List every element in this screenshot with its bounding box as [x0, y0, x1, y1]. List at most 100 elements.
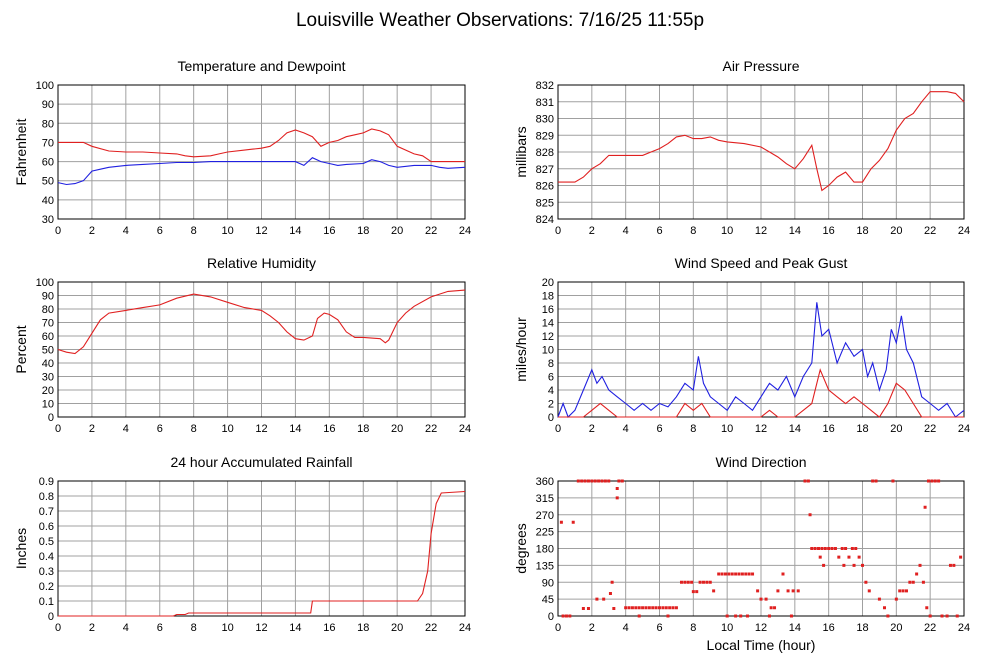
x-tick-label: 16 — [323, 225, 335, 237]
y-tick-label: 50 — [42, 345, 54, 357]
scatter-point — [786, 589, 790, 593]
y-tick-label: 20 — [542, 277, 554, 289]
x-tick-label: 8 — [191, 225, 197, 237]
scatter-point — [952, 563, 956, 567]
x-tick-label: 22 — [425, 225, 437, 237]
scatter-point — [747, 572, 751, 576]
x-tick-label: 6 — [656, 622, 662, 634]
x-tick-label: 24 — [459, 622, 471, 634]
x-tick-label: 0 — [555, 225, 561, 237]
scatter-point — [610, 580, 614, 584]
scatter-point — [624, 606, 628, 610]
x-tick-label: 6 — [656, 423, 662, 435]
y-tick-label: 70 — [42, 137, 54, 149]
scatter-point — [925, 606, 929, 610]
x-tick-label: 2 — [589, 423, 595, 435]
series-line-1 — [558, 368, 964, 418]
y-axis-label: degrees — [513, 523, 529, 574]
scatter-point — [679, 580, 683, 584]
x-tick-label: 16 — [823, 423, 835, 435]
scatter-point — [568, 614, 572, 618]
x-tick-label: 12 — [255, 225, 267, 237]
scatter-point — [600, 479, 604, 483]
scatter-point — [937, 479, 941, 483]
scatter-point — [861, 563, 864, 567]
y-tick-label: 315 — [536, 493, 554, 505]
scatter-point — [559, 520, 563, 524]
scatter-point — [781, 572, 785, 576]
x-tick-label: 14 — [289, 225, 301, 237]
y-tick-label: 360 — [536, 476, 554, 488]
scatter-point — [740, 572, 744, 576]
scatter-point — [830, 547, 834, 550]
scatter-point — [877, 597, 881, 601]
scatter-point — [940, 614, 944, 618]
x-tick-label: 4 — [123, 225, 129, 237]
scatter-point — [581, 607, 585, 610]
scatter-point — [690, 580, 694, 584]
scatter-point — [874, 479, 878, 483]
x-tick-label: 16 — [823, 622, 835, 634]
scatter-point — [608, 592, 612, 595]
scatter-point — [597, 479, 601, 483]
scatter-point — [586, 479, 590, 483]
scatter-point — [561, 614, 565, 618]
x-tick-label: 20 — [391, 225, 403, 237]
scatter-point — [817, 547, 821, 550]
scatter-point — [595, 597, 599, 601]
scatter-point — [840, 547, 844, 550]
y-tick-label: 0.3 — [39, 566, 54, 578]
scatter-point — [894, 597, 898, 601]
scatter-point — [668, 606, 672, 610]
y-tick-label: 4 — [548, 385, 554, 397]
scatter-point — [959, 555, 963, 559]
scatter-point — [637, 606, 641, 610]
x-tick-label: 16 — [823, 225, 835, 237]
x-tick-label: 8 — [690, 423, 696, 435]
y-axis-label: millibars — [513, 126, 529, 177]
scatter-point — [842, 563, 846, 567]
y-tick-label: 12 — [542, 331, 554, 343]
x-tick-label: 4 — [123, 423, 129, 435]
x-tick-label: 4 — [623, 225, 629, 237]
y-tick-label: 60 — [42, 157, 54, 169]
y-tick-label: 16 — [542, 304, 554, 316]
x-tick-label: 14 — [289, 622, 301, 634]
scatter-point — [908, 580, 912, 584]
scatter-point — [837, 555, 841, 559]
y-tick-label: 829 — [536, 130, 554, 142]
scatter-point — [615, 487, 619, 490]
y-tick-label: 60 — [42, 331, 54, 343]
scatter-point — [918, 563, 922, 567]
scatter-point — [708, 580, 712, 584]
x-tick-label: 12 — [755, 423, 767, 435]
y-tick-label: 0.2 — [39, 581, 54, 593]
scatter-point — [945, 614, 949, 618]
x-tick-label: 0 — [555, 622, 561, 634]
y-tick-label: 80 — [42, 304, 54, 316]
y-tick-label: 0.4 — [39, 551, 54, 563]
x-tick-label: 6 — [157, 225, 163, 237]
scatter-point — [915, 572, 919, 576]
x-tick-label: 0 — [55, 622, 61, 634]
scatter-point — [712, 589, 716, 593]
scatter-point — [810, 547, 814, 550]
scatter-point — [847, 555, 851, 559]
x-tick-label: 20 — [391, 423, 403, 435]
scatter-point — [590, 479, 594, 483]
y-tick-label: 40 — [42, 358, 54, 370]
x-tick-label: 14 — [789, 423, 801, 435]
x-tick-label: 20 — [890, 622, 902, 634]
y-tick-label: 90 — [42, 99, 54, 111]
y-tick-label: 827 — [536, 164, 554, 176]
x-tick-label: 4 — [623, 622, 629, 634]
scatter-point — [867, 589, 871, 593]
scatter-point — [823, 547, 827, 550]
y-tick-label: 830 — [536, 114, 554, 126]
scatter-point — [630, 606, 634, 610]
scatter-point — [607, 479, 611, 483]
scatter-point — [769, 606, 773, 610]
scatter-point — [854, 547, 858, 550]
